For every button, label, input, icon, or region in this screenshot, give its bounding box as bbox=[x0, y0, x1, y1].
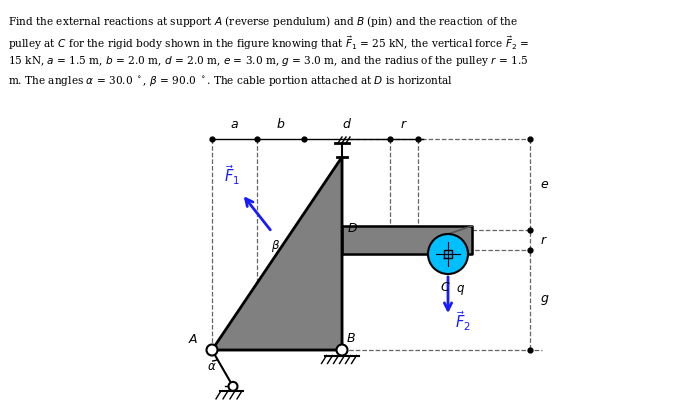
Text: $r$: $r$ bbox=[540, 234, 548, 246]
Text: $e$: $e$ bbox=[540, 178, 549, 191]
Text: $D$: $D$ bbox=[347, 222, 358, 235]
Circle shape bbox=[229, 382, 238, 391]
Polygon shape bbox=[212, 157, 342, 350]
Text: $\beta$: $\beta$ bbox=[271, 238, 280, 254]
Text: $r$: $r$ bbox=[400, 118, 408, 131]
Text: $q$: $q$ bbox=[456, 283, 465, 297]
Text: Find the external reactions at support $A$ (reverse pendulum) and $B$ (pin) and : Find the external reactions at support $… bbox=[8, 14, 518, 29]
Text: $a$: $a$ bbox=[230, 118, 239, 131]
Text: $d$: $d$ bbox=[342, 117, 352, 131]
Text: $\vec{F}_2$: $\vec{F}_2$ bbox=[455, 309, 471, 332]
Text: m. The angles $\alpha$ = 30.0 $^\circ$, $\beta$ = 90.0 $^\circ$. The cable porti: m. The angles $\alpha$ = 30.0 $^\circ$, … bbox=[8, 74, 453, 88]
Text: $g$: $g$ bbox=[540, 293, 549, 307]
Circle shape bbox=[336, 344, 347, 356]
Circle shape bbox=[206, 344, 217, 356]
Text: $\vec{F}_1$: $\vec{F}_1$ bbox=[224, 164, 240, 187]
Text: $C$: $C$ bbox=[440, 281, 450, 294]
Text: $b$: $b$ bbox=[276, 117, 285, 131]
Circle shape bbox=[428, 234, 468, 274]
Text: $A$: $A$ bbox=[187, 333, 198, 346]
Text: $B$: $B$ bbox=[346, 332, 356, 345]
Polygon shape bbox=[342, 226, 472, 254]
Text: pulley at $C$ for the rigid body shown in the figure knowing that $\vec{F}_1$ = : pulley at $C$ for the rigid body shown i… bbox=[8, 34, 530, 52]
Text: 15 kN, $a$ = 1.5 m, $b$ = 2.0 m, $d$ = 2.0 m, $e$ = 3.0 m, $g$ = 3.0 m, and the : 15 kN, $a$ = 1.5 m, $b$ = 2.0 m, $d$ = 2… bbox=[8, 54, 528, 68]
Text: $\alpha$: $\alpha$ bbox=[207, 360, 217, 374]
